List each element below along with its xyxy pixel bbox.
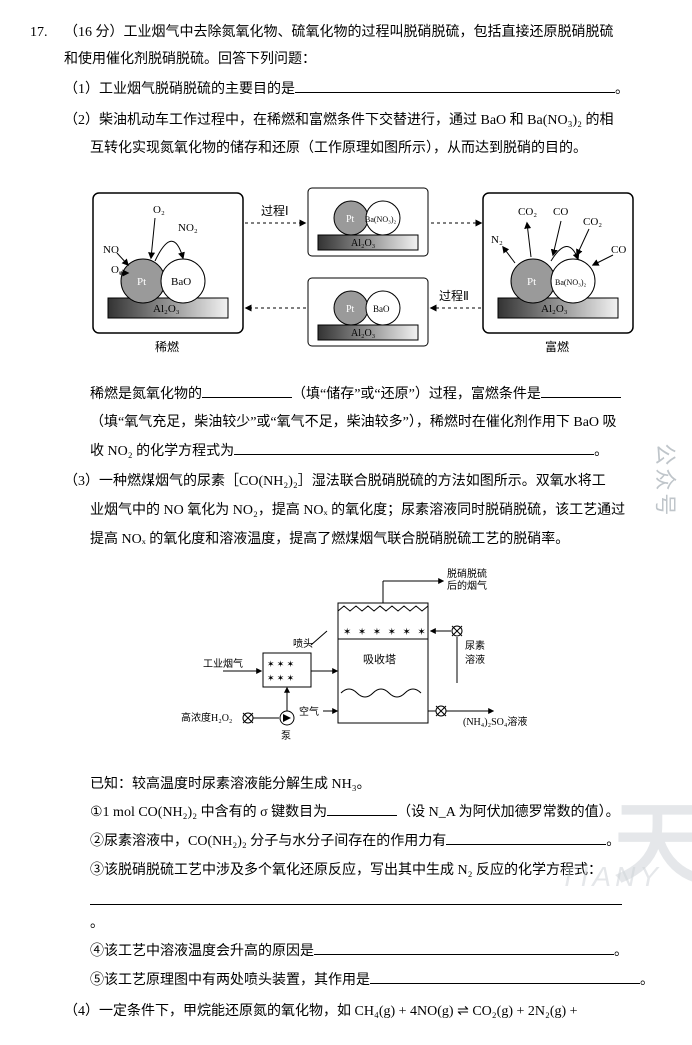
co2-label: CO₂ xyxy=(518,206,537,218)
svg-text:✶ ✶ ✶ ✶ ✶ ✶: ✶ ✶ ✶ ✶ ✶ ✶ xyxy=(343,627,428,638)
question-number: 17. xyxy=(30,20,64,73)
part-3-3: ③该脱硝脱硫工艺中涉及多个氧化还原反应，写出其中生成 N₂ 反应的化学方程式： xyxy=(30,858,662,885)
blank-3-4[interactable] xyxy=(314,940,614,955)
svg-text:Pt: Pt xyxy=(346,214,355,225)
svg-text:CO: CO xyxy=(553,206,568,218)
blank-3-3[interactable] xyxy=(90,888,622,905)
blank-1[interactable] xyxy=(295,78,615,93)
svg-text:✶ ✶ ✶: ✶ ✶ ✶ xyxy=(267,673,294,683)
stem-line-1: 工业烟气中去除氮氧化物、硫氧化物的过程叫脱硝脱硫，包括直接还原脱硝脱硫 xyxy=(124,25,614,40)
part-3-line-b: 业烟气中的 NO 氧化为 NO₂，提高 NOₓ 的氧化度；尿素溶液同时脱硝脱硫，… xyxy=(30,498,662,525)
tower-label: 吸收塔 xyxy=(363,652,396,666)
svg-text:Al₂O₃: Al₂O₃ xyxy=(541,303,568,315)
figure-2: ✶ ✶ ✶ ✶ ✶ ✶ 吸收塔 脱硝脱硫 后的烟气 尿素 溶液 (NH₄)₂SO… xyxy=(64,563,662,764)
svg-text:Al₂O₃: Al₂O₃ xyxy=(351,238,375,249)
part-2-line-d: （填“氧气充足，柴油较少”或“氧气不足，柴油较多”），稀燃时在催化剂作用下 Ba… xyxy=(30,410,662,437)
flue-label: 脱硝脱硫 xyxy=(447,567,487,580)
al2o3-label: Al₂O₃ xyxy=(153,303,180,315)
figure-1: Al₂O₃ Pt BaO O₂ NO₂ NO O₂ 稀燃 Al₂O₃ Pt Ba… xyxy=(64,173,662,374)
part-2-line-b: 互转化实现氮氧化物的储存和还原（工作原理如图所示），从而达到脱硝的目的。 xyxy=(30,136,662,163)
bao-label: BaO xyxy=(171,276,191,288)
part-3-2: ②尿素溶液中，CO(NH₂)₂ 分子与水分子间存在的作用力有。 xyxy=(30,829,662,856)
svg-text:Al₂O₃: Al₂O₃ xyxy=(351,328,375,339)
part-2-blanks: 稀燃是氮氧化物的（填“储存”或“还原”）过程，富燃条件是 xyxy=(30,382,662,409)
blank-2c[interactable] xyxy=(234,439,594,454)
blank-3-2[interactable] xyxy=(446,830,606,845)
question-points: （16 分） xyxy=(64,25,124,40)
part-3-4: ④该工艺中溶液温度会升高的原因是。 xyxy=(30,939,662,966)
rich-label: 富燃 xyxy=(545,339,569,354)
stem-line-2: 和使用催化剂脱硝脱硫。回答下列问题： xyxy=(64,47,662,74)
blank-2b[interactable] xyxy=(541,382,621,397)
svg-text:后的烟气: 后的烟气 xyxy=(447,579,487,592)
nh4so4-label: (NH₄)₂SO₄溶液 xyxy=(463,715,527,728)
blank-2a[interactable] xyxy=(202,382,292,397)
h2o2-label: 高浓度H₂O₂ xyxy=(181,711,232,724)
lean-label: 稀燃 xyxy=(155,339,179,354)
svg-text:BaO: BaO xyxy=(373,304,390,314)
part-3-known: 已知：较高温度时尿素溶液能分解生成 NH₃。 xyxy=(30,772,662,799)
svg-text:溶液: 溶液 xyxy=(465,653,485,666)
part-3-line-a: （3）一种燃煤烟气的尿素［CO(NH₂)₂］湿法联合脱硝脱硫的方法如图所示。双氧… xyxy=(30,469,662,496)
o2-label: O₂ xyxy=(153,204,165,216)
industrial-gas-label: 工业烟气 xyxy=(203,657,243,670)
process-1-label: 过程Ⅰ xyxy=(261,203,289,218)
process-2-label: 过程Ⅱ xyxy=(439,288,469,303)
svg-text:Ba(NO₃)₂: Ba(NO₃)₂ xyxy=(365,215,397,224)
svg-text:CO: CO xyxy=(611,244,626,256)
nozzle-label: 喷头 xyxy=(293,638,313,650)
blank-3-5[interactable] xyxy=(370,969,640,984)
air-label: 空气 xyxy=(299,705,319,718)
part-2: （2）柴油机动车工作过程中，在稀燃和富燃条件下交替进行，通过 BaO 和 Ba(… xyxy=(30,108,662,135)
part-4: （4）一定条件下，甲烷能还原氮的氧化物，如 CH₄(g) + 4NO(g) ⇌ … xyxy=(30,999,662,1026)
part-1-text: （1）工业烟气脱硝脱硫的主要目的是 xyxy=(64,82,295,97)
no-label: NO xyxy=(103,244,119,256)
svg-text:尿素: 尿素 xyxy=(465,639,485,652)
part-1: （1）工业烟气脱硝脱硫的主要目的是。 xyxy=(30,77,662,104)
part-2-line-a: （2）柴油机动车工作过程中，在稀燃和富燃条件下交替进行，通过 BaO 和 Ba(… xyxy=(64,113,614,128)
o2-label-2: O₂ xyxy=(111,264,123,276)
svg-text:CO₂: CO₂ xyxy=(583,216,602,228)
no2-label-top: NO₂ xyxy=(178,222,198,234)
svg-text:Pt: Pt xyxy=(527,276,536,288)
svg-text:Ba(NO₃)₂: Ba(NO₃)₂ xyxy=(555,278,587,287)
part-3-1: ①1 mol CO(NH₂)₂ 中含有的 σ 键数目为（设 N_A 为阿伏加德罗… xyxy=(30,800,662,827)
pt-label: Pt xyxy=(137,276,146,288)
n2-label: N₂ xyxy=(491,234,503,246)
question-stem: （16 分）工业烟气中去除氮氧化物、硫氧化物的过程叫脱硝脱硫，包括直接还原脱硝脱… xyxy=(64,20,662,73)
part-2-eq: 收 NO₂ 的化学方程式为。 xyxy=(30,439,662,466)
svg-text:Pt: Pt xyxy=(346,304,355,315)
blank-3-1[interactable] xyxy=(327,801,397,816)
pump-label: 泵 xyxy=(281,730,291,742)
svg-text:✶ ✶ ✶: ✶ ✶ ✶ xyxy=(267,659,294,669)
part-3-line-c: 提高 NOₓ 的氧化度和溶液温度，提高了燃煤烟气联合脱硝脱硫工艺的脱硝率。 xyxy=(30,527,662,554)
part-3-5: ⑤该工艺原理图中有两处喷头装置，其作用是。 xyxy=(30,968,662,995)
